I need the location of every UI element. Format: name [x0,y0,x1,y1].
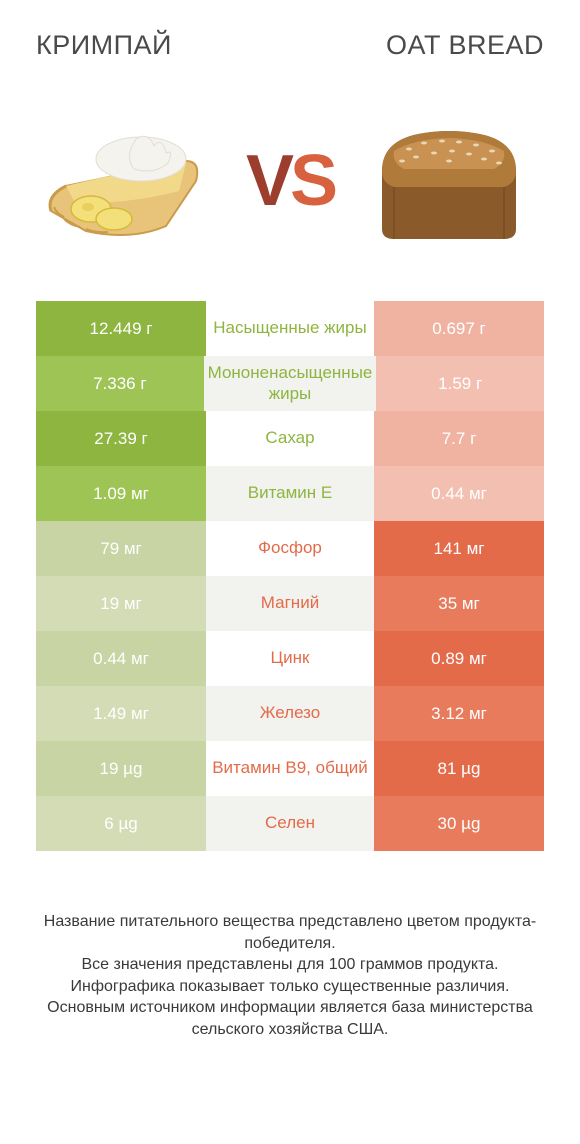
comparison-table: 12.449 гНасыщенные жиры0.697 г7.336 гМон… [36,301,544,851]
table-row: 7.336 гМононенасыщенные жиры1.59 г [36,356,544,411]
value-left: 27.39 г [36,411,206,466]
value-right: 81 µg [374,741,544,796]
nutrient-label: Мононенасыщенные жиры [204,356,377,411]
nutrient-label: Селен [206,796,374,851]
oat-bread-icon [354,101,544,261]
nutrient-label: Витамин E [206,466,374,521]
table-row: 6 µgСелен30 µg [36,796,544,851]
value-right: 35 мг [374,576,544,631]
vs-label: VS [246,140,334,222]
value-right: 3.12 мг [374,686,544,741]
value-right: 0.44 мг [374,466,544,521]
value-right: 141 мг [374,521,544,576]
footnote-line: Название питательного вещества представл… [30,911,550,954]
table-row: 79 мгФосфор141 мг [36,521,544,576]
vs-v: V [246,141,290,221]
value-right: 0.89 мг [374,631,544,686]
value-left: 79 мг [36,521,206,576]
table-row: 27.39 гСахар7.7 г [36,411,544,466]
table-row: 19 µgВитамин B9, общий81 µg [36,741,544,796]
nutrient-label: Сахар [206,411,374,466]
image-right [354,101,544,261]
nutrient-label: Фосфор [206,521,374,576]
value-left: 19 мг [36,576,206,631]
footnote-line: Основным источником информации является … [30,997,550,1040]
value-left: 0.44 мг [36,631,206,686]
header: КРИМПАЙ OAT BREAD [0,0,580,71]
cream-pie-icon [36,101,226,261]
table-row: 0.44 мгЦинк0.89 мг [36,631,544,686]
value-left: 19 µg [36,741,206,796]
footnote: Название питательного вещества представл… [0,851,580,1041]
nutrient-label: Цинк [206,631,374,686]
table-row: 19 мгМагний35 мг [36,576,544,631]
value-left: 1.49 мг [36,686,206,741]
nutrient-label: Магний [206,576,374,631]
vs-s: S [290,141,334,221]
value-left: 12.449 г [36,301,206,356]
value-left: 7.336 г [36,356,204,411]
footnote-line: Инфографика показывает только существенн… [30,976,550,998]
value-right: 0.697 г [374,301,544,356]
table-row: 1.49 мгЖелезо3.12 мг [36,686,544,741]
image-left [36,101,226,261]
value-right: 30 µg [374,796,544,851]
value-right: 1.59 г [376,356,544,411]
title-right: OAT BREAD [386,30,544,61]
table-row: 12.449 гНасыщенные жиры0.697 г [36,301,544,356]
title-left: КРИМПАЙ [36,30,172,61]
table-row: 1.09 мгВитамин E0.44 мг [36,466,544,521]
value-right: 7.7 г [374,411,544,466]
hero: VS [0,71,580,301]
nutrient-label: Витамин B9, общий [206,741,374,796]
footnote-line: Все значения представлены для 100 граммо… [30,954,550,976]
value-left: 1.09 мг [36,466,206,521]
value-left: 6 µg [36,796,206,851]
nutrient-label: Насыщенные жиры [206,301,374,356]
nutrient-label: Железо [206,686,374,741]
